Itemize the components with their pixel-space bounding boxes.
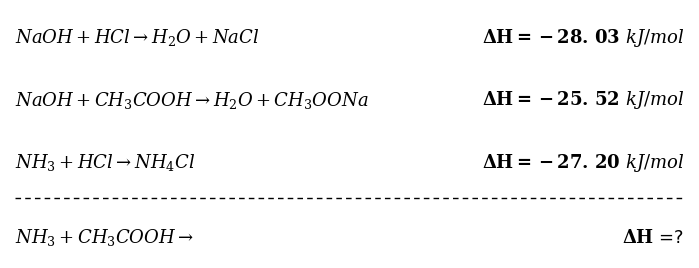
Text: $\mathbf{\Delta H = -27.\,20\ \mathit{kJ/mol}}$: $\mathbf{\Delta H = -27.\,20\ \mathit{kJ… <box>482 152 684 174</box>
Text: $NH_3 + CH_3COOH \rightarrow$: $NH_3 + CH_3COOH \rightarrow$ <box>15 227 194 248</box>
Text: $NaOH + HCl \rightarrow H_2O + NaCl$: $NaOH + HCl \rightarrow H_2O + NaCl$ <box>15 27 259 49</box>
Text: $\mathbf{\Delta H = -25.\,52\ \mathit{kJ/mol}}$: $\mathbf{\Delta H = -25.\,52\ \mathit{kJ… <box>482 89 684 111</box>
Text: $\mathbf{\Delta H = -28.\,03\ \mathit{kJ/mol}}$: $\mathbf{\Delta H = -28.\,03\ \mathit{kJ… <box>482 27 684 49</box>
Text: $\mathbf{\Delta H}$ =?: $\mathbf{\Delta H}$ =? <box>622 229 684 247</box>
Text: $NaOH + CH_3COOH \rightarrow H_2O + CH_3OONa$: $NaOH + CH_3COOH \rightarrow H_2O + CH_3… <box>15 90 368 111</box>
Text: $NH_3 + HCl \rightarrow NH_4Cl$: $NH_3 + HCl \rightarrow NH_4Cl$ <box>15 152 194 173</box>
